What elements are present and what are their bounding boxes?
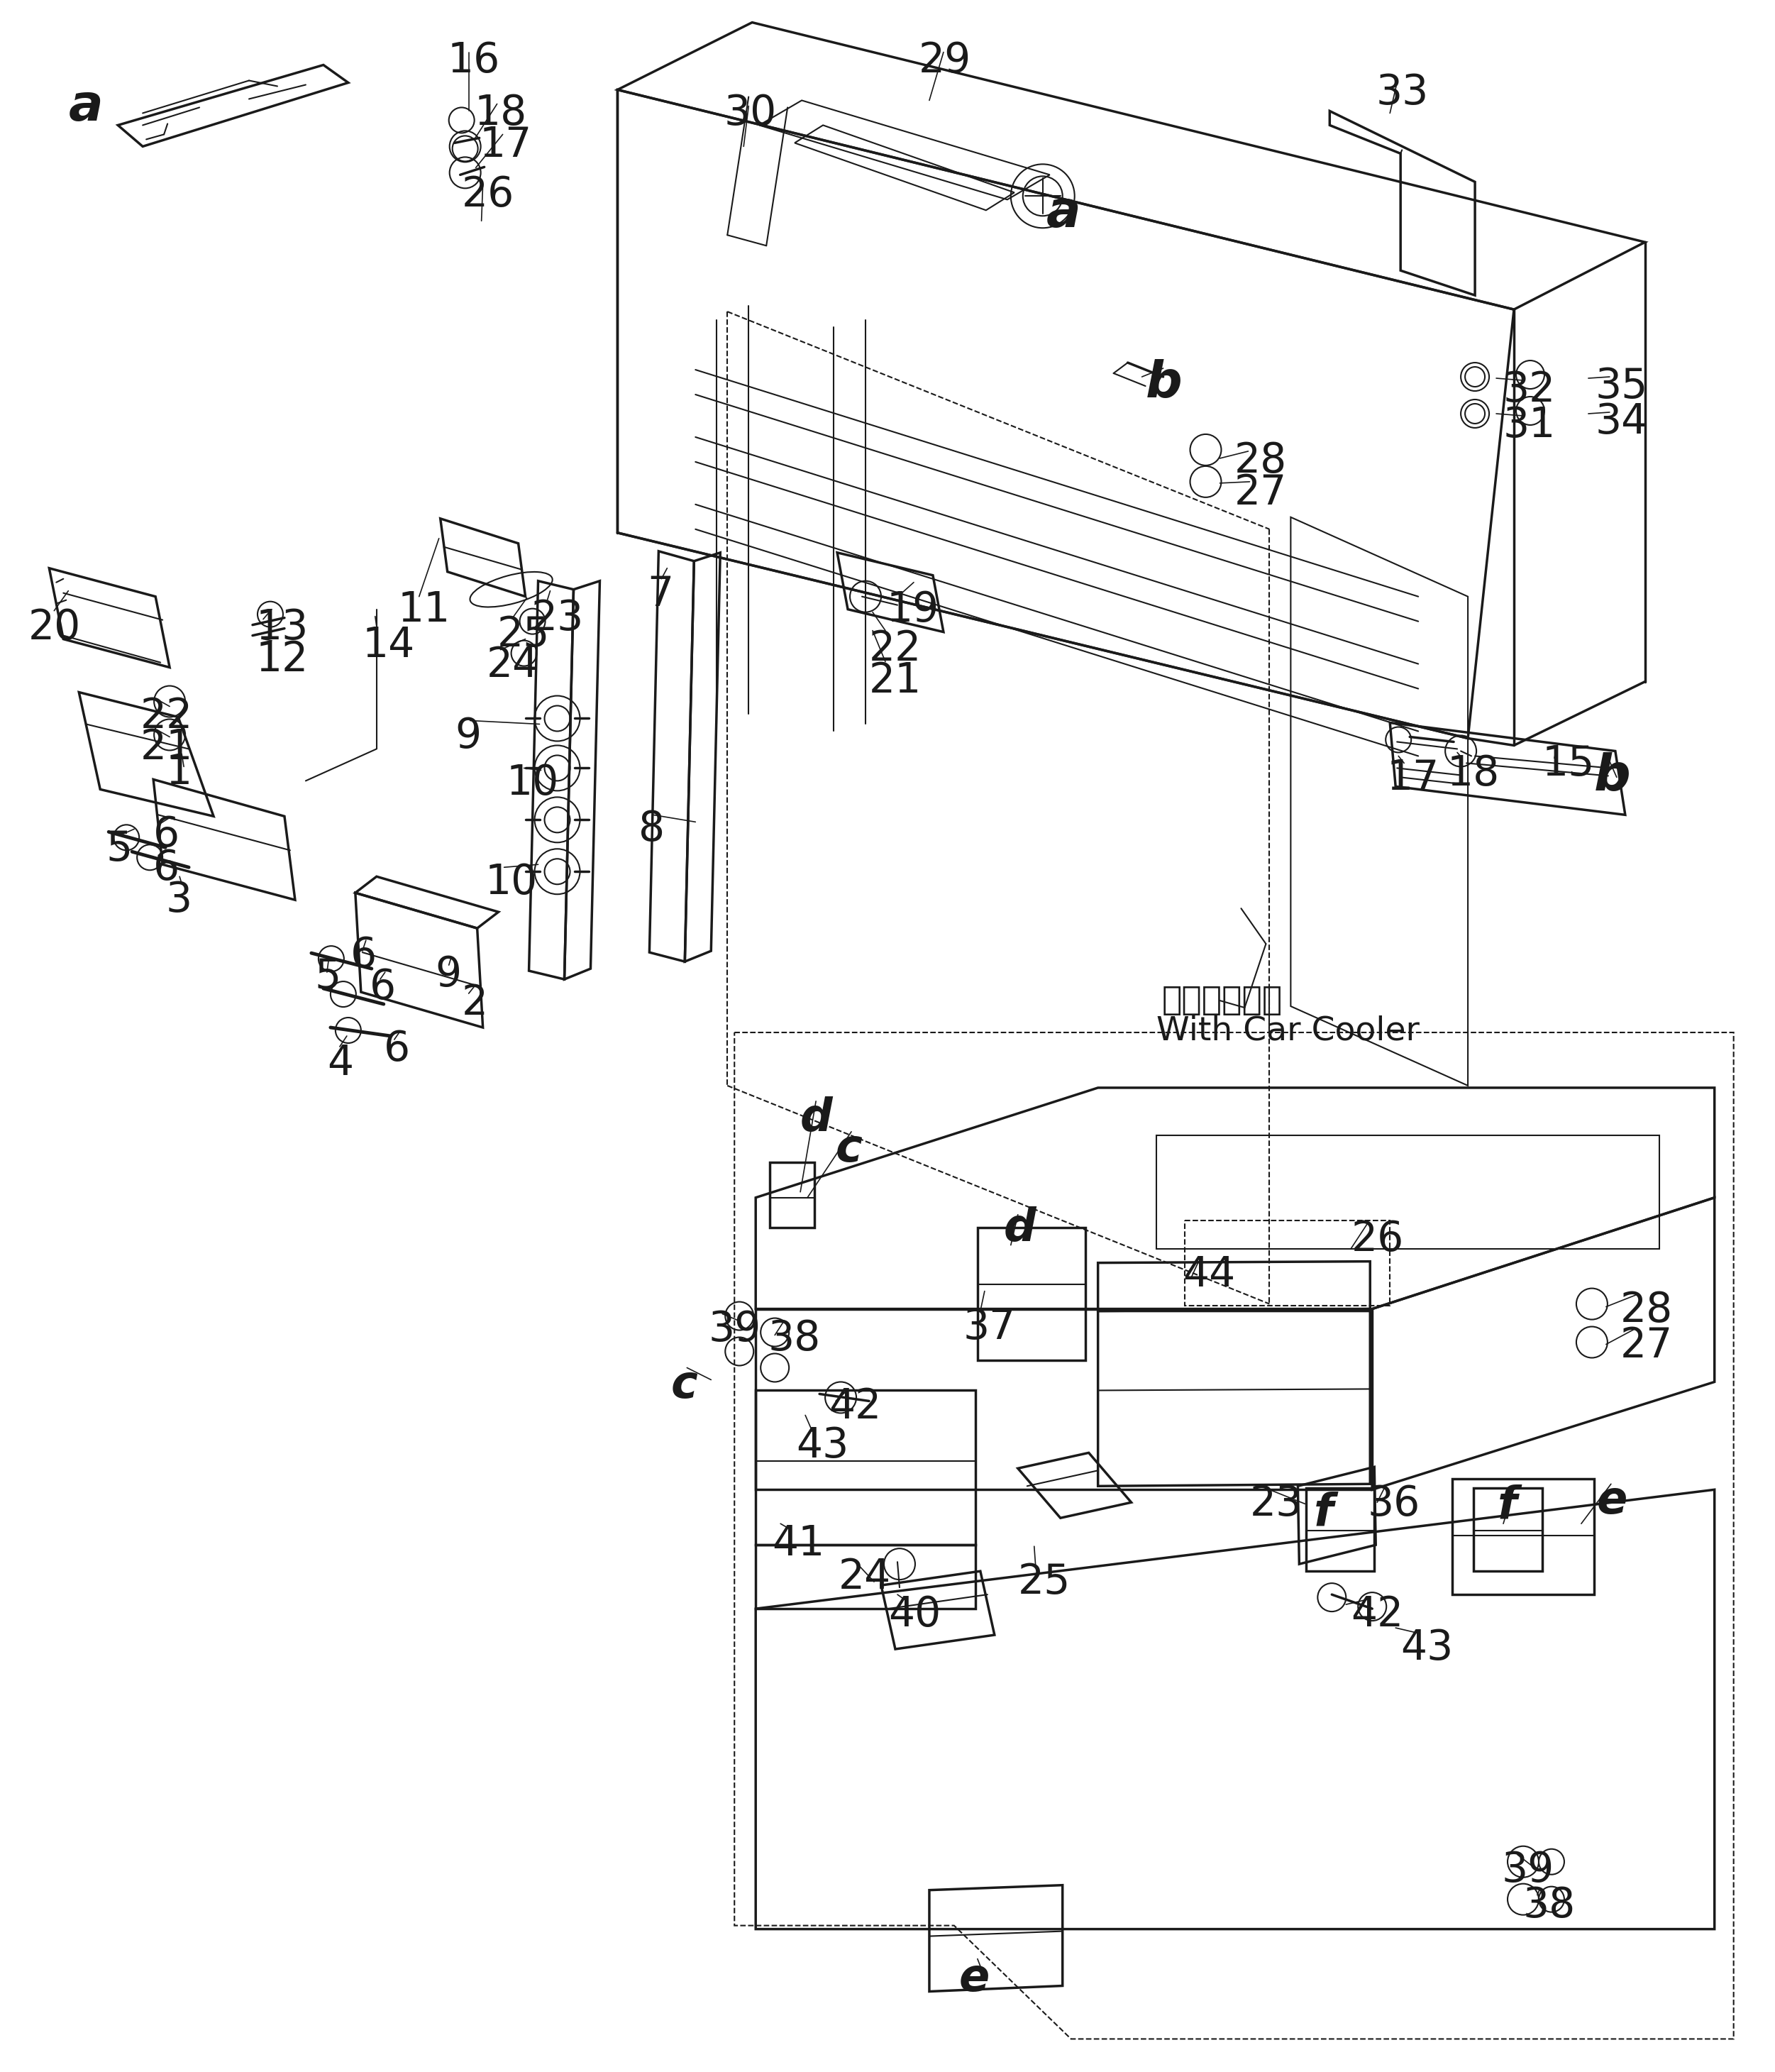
Text: 25: 25 [497,613,550,655]
Text: 30: 30 [724,93,776,135]
Text: 34: 34 [1596,402,1649,441]
Text: 5: 5 [314,957,341,997]
Text: 31: 31 [1503,406,1557,445]
Text: 43: 43 [1400,1629,1454,1668]
Text: 6: 6 [369,968,396,1007]
Text: b: b [1145,358,1182,408]
Text: 29: 29 [919,39,971,81]
Text: 39: 39 [1502,1850,1555,1890]
Text: 17: 17 [479,124,532,166]
Text: 23: 23 [531,599,584,638]
Text: 38: 38 [1523,1886,1576,1925]
Text: 10: 10 [506,762,559,804]
Text: 24: 24 [486,644,540,686]
Text: 15: 15 [1542,744,1596,785]
Text: 24: 24 [838,1556,891,1598]
Text: 25: 25 [1017,1562,1070,1602]
Text: 20: 20 [28,607,80,649]
Text: 40: 40 [888,1595,941,1635]
Text: 16: 16 [447,39,501,81]
Text: 19: 19 [888,588,939,630]
Text: 18: 18 [1447,754,1500,794]
Text: 9: 9 [435,955,462,995]
Text: e: e [959,1956,990,1999]
Text: 26: 26 [462,174,515,215]
Text: 6: 6 [153,814,179,856]
Text: 1: 1 [165,752,192,794]
Text: 23: 23 [1250,1484,1303,1525]
Text: d: d [1003,1206,1037,1249]
Text: 44: 44 [1182,1254,1235,1295]
Text: 42: 42 [1351,1595,1404,1635]
Text: 4: 4 [327,1042,353,1084]
Text: 43: 43 [795,1426,848,1467]
Text: 2: 2 [462,982,488,1024]
Text: a: a [1045,189,1081,238]
Text: 14: 14 [362,626,415,665]
Text: d: d [801,1096,832,1140]
Text: f: f [1498,1484,1518,1527]
Text: 8: 8 [639,810,666,850]
Text: 21: 21 [870,661,921,700]
Text: 6: 6 [350,934,376,976]
Text: 17: 17 [1386,758,1440,798]
Text: e: e [1598,1479,1628,1523]
Text: 27: 27 [1234,472,1287,514]
Text: 38: 38 [769,1318,820,1359]
Text: 6: 6 [383,1030,410,1069]
Text: 6: 6 [153,847,179,889]
Text: With Car Cooler: With Car Cooler [1156,1015,1420,1046]
Text: f: f [1314,1492,1333,1535]
Text: カークーラ付: カークーラ付 [1163,984,1283,1017]
Text: 26: 26 [1351,1218,1404,1260]
Text: 9: 9 [454,715,481,756]
Text: 3: 3 [165,881,192,920]
Text: 33: 33 [1376,73,1429,112]
Text: 36: 36 [1367,1484,1420,1525]
Text: 42: 42 [829,1386,882,1428]
Text: 10: 10 [485,862,538,903]
Text: 7: 7 [648,574,673,613]
Text: c: c [671,1363,698,1407]
Text: 28: 28 [1621,1289,1672,1330]
Text: 13: 13 [256,607,309,649]
Text: 37: 37 [964,1307,1015,1347]
Text: 35: 35 [1596,367,1649,406]
Text: 22: 22 [140,696,193,736]
Text: 11: 11 [398,588,451,630]
Text: 22: 22 [870,628,921,669]
Text: b: b [1594,752,1631,802]
Text: 5: 5 [106,829,133,870]
Text: 41: 41 [772,1523,825,1564]
Text: 27: 27 [1621,1326,1672,1365]
Text: 39: 39 [708,1310,761,1349]
Text: a: a [67,83,103,133]
Text: 28: 28 [1234,441,1287,481]
Text: 12: 12 [256,638,309,680]
Text: c: c [836,1127,863,1171]
Text: 21: 21 [140,727,193,769]
Text: 32: 32 [1503,369,1557,410]
Text: 18: 18 [474,93,527,135]
